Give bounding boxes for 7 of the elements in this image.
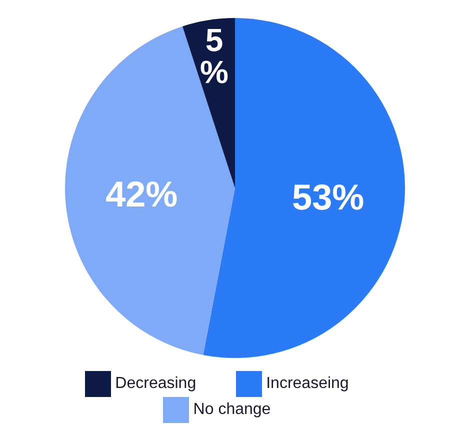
data-label: 5% bbox=[200, 22, 228, 90]
data-label: 53% bbox=[292, 176, 364, 218]
legend-label: No change bbox=[193, 401, 271, 418]
legend-label: Decreasing bbox=[115, 375, 196, 392]
pie-slice bbox=[65, 26, 235, 355]
data-label: 42% bbox=[106, 173, 178, 214]
legend-label: Increaseing bbox=[266, 375, 349, 392]
